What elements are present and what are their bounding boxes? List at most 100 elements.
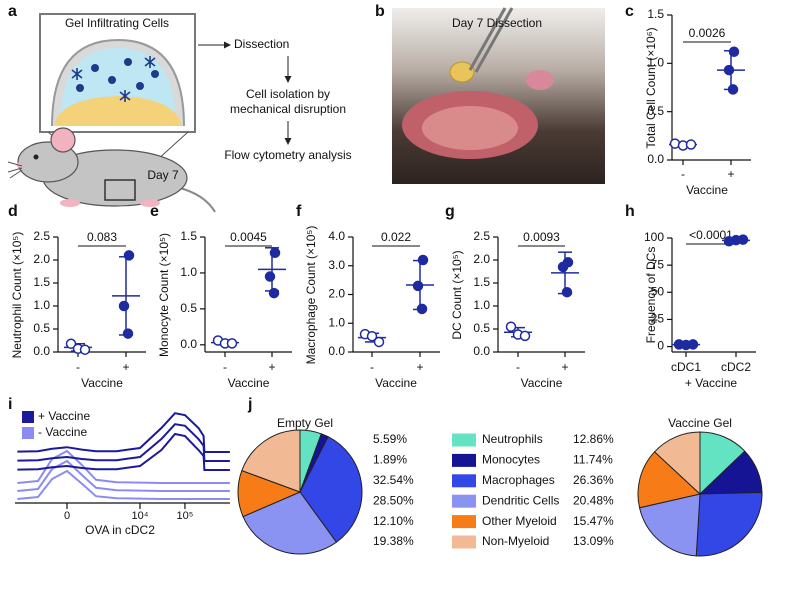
legend-swatch [452, 474, 476, 488]
y-tick-label: 2.0 [473, 252, 490, 266]
panel-letter: d [8, 203, 18, 220]
pie-title: Vaccine Gel [668, 416, 732, 430]
legend-label: Monocytes [482, 453, 540, 467]
data-point [727, 84, 739, 95]
legend-swatch [22, 427, 34, 439]
y-tick-label: 2.0 [328, 287, 345, 301]
p-value: 0.083 [87, 230, 117, 244]
data-point [123, 250, 135, 261]
y-tick-label: 2.5 [473, 229, 490, 243]
data-point [373, 336, 385, 348]
data-point [687, 339, 699, 350]
star-cells [71, 56, 156, 102]
data-point [412, 280, 424, 292]
step: mechanical disruption [230, 102, 346, 116]
y-tick-label: 1.0 [180, 265, 197, 279]
p-value: <0.0001 [689, 228, 733, 242]
arrowhead [284, 138, 292, 145]
legend-label: + Vaccine [38, 409, 90, 423]
y-tick-label: 1.5 [180, 229, 197, 243]
y-axis-title: Macrophage Count (×10⁵) [304, 226, 318, 365]
arrowhead [284, 76, 292, 83]
x-tick-label: + [727, 167, 734, 181]
data-point [366, 330, 378, 342]
mouse-ear [50, 127, 76, 153]
pie-slice [653, 431, 701, 496]
y-axis-title: Frequency of DCs [644, 247, 658, 344]
y-tick-label: 4.0 [328, 229, 345, 243]
panel-letter: f [296, 203, 302, 220]
x-tick-label: + [122, 360, 129, 374]
step: Flow cytometry analysis [224, 148, 351, 162]
data-point [685, 139, 697, 150]
photo-gel [449, 61, 475, 83]
photo-title: Day 7 Dissection [452, 16, 542, 30]
data-point [264, 271, 276, 282]
p-value: 0.022 [381, 230, 411, 244]
x-tick-label: cDC1 [671, 360, 701, 374]
y-tick-label: 0.0 [473, 344, 490, 358]
legend-swatch [452, 433, 476, 447]
data-point [268, 287, 280, 299]
panel-letter: e [150, 203, 159, 220]
cell [91, 64, 99, 72]
photo-tissue [422, 106, 518, 150]
percent-label: 19.38% [373, 534, 414, 548]
y-tick-label: 25 [651, 312, 665, 326]
histogram-curve [17, 432, 230, 471]
whiskers [7, 161, 23, 179]
legend-swatch [452, 535, 476, 549]
panel-letter: a [8, 3, 17, 20]
x-tick-label: + [416, 360, 423, 374]
y-tick-label: 0.0 [180, 337, 197, 351]
cell [136, 82, 144, 90]
data-point [728, 46, 740, 57]
y-tick-label: 0.5 [647, 104, 664, 118]
y-axis-title: Neutrophil Count (×10⁵) [10, 232, 24, 359]
box-title: Gel Infiltrating Cells [65, 16, 169, 30]
p-value: 0.0093 [523, 230, 560, 244]
y-tick-label: 1.0 [647, 56, 664, 70]
mouse-eye [33, 154, 39, 160]
step: Dissection [234, 37, 289, 51]
pie-slice [695, 491, 763, 557]
x-tick-label: 10⁵ [177, 510, 194, 522]
y-tick-label: 2.0 [33, 252, 50, 266]
legend-swatch [452, 494, 476, 508]
y-tick-label: 0.0 [33, 344, 50, 358]
legend-swatch [452, 453, 476, 467]
x-tick-label: - [223, 360, 227, 374]
data-point [118, 300, 130, 312]
percent-label: 15.47% [573, 514, 614, 528]
panel-letter: h [625, 203, 635, 220]
x-axis-title: Vaccine [375, 376, 417, 390]
mouse-foot [140, 199, 160, 207]
data-point [723, 64, 735, 76]
x-axis-title: Vaccine [521, 376, 563, 390]
x-axis-title: Vaccine [81, 376, 123, 390]
p-value: 0.0045 [230, 230, 267, 244]
x-axis-title: + Vaccine [685, 376, 737, 390]
legend-label: Macrophages [482, 473, 555, 487]
data-point [519, 330, 531, 342]
histogram-curve [17, 423, 230, 462]
percent-label: 26.36% [573, 473, 614, 487]
y-tick-label: 0.5 [180, 301, 197, 315]
percent-label: 11.74% [573, 453, 613, 467]
y-tick-label: 0 [657, 339, 664, 353]
day-label: Day 7 [147, 168, 179, 182]
data-point [65, 338, 77, 349]
data-point [557, 261, 569, 273]
x-tick-label: - [76, 360, 80, 374]
legend-label: Neutrophils [482, 432, 543, 446]
y-axis-title: Monocyte Count (×10⁵) [157, 233, 171, 357]
data-point [226, 338, 238, 349]
data-point [416, 303, 428, 315]
histogram-curve [17, 459, 230, 492]
star-cell [119, 90, 131, 102]
pie-slice [638, 493, 701, 557]
y-tick-label: 0.0 [647, 152, 664, 166]
cell [151, 70, 159, 78]
